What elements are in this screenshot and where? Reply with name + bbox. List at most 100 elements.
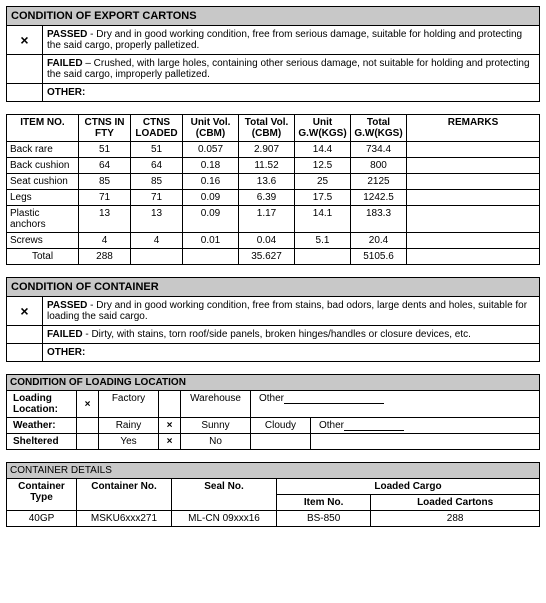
cell [407,158,540,174]
cell: 71 [131,190,183,206]
cell: 0.09 [183,206,239,233]
warehouse-mark [159,391,181,418]
cell: 0.01 [183,233,239,249]
weather-other: Other [311,418,540,434]
container-cond-section: CONDITION OF CONTAINER × PASSED - Dry an… [6,277,540,362]
loading-other: Other [251,391,540,418]
container-failed-text: FAILED - Dirty, with stains, torn roof/s… [43,326,540,344]
factory-label: Factory [99,391,159,418]
loading-location-header: CONDITION OF LOADING LOCATION [7,375,540,391]
cell: 14.4 [295,142,351,158]
cell: 4 [79,233,131,249]
col-ctnsfty: CTNS IN FTY [79,115,131,142]
container-passed-mark: × [7,297,43,326]
dh-loadedcargo: Loaded Cargo [277,479,540,495]
items-header-row: ITEM NO. CTNS IN FTY CTNS LOADED Unit Vo… [7,115,540,142]
total-cf: 288 [79,249,131,265]
cell: 0.09 [183,190,239,206]
container-details-section: CONTAINER DETAILS Container Type Contain… [6,462,540,527]
items-total-row: Total 288 35.627 5105.6 [7,249,540,265]
container-cond-header: CONDITION OF CONTAINER [7,278,540,297]
yes-label: Yes [99,434,159,450]
no-mark: × [159,434,181,450]
col-ctnsloaded: CTNS LOADED [131,115,183,142]
cell [407,233,540,249]
cell: 25 [295,174,351,190]
dh-itemno: Item No. [277,495,371,511]
dh-cno: Container No. [77,479,172,511]
export-failed-rest: – Crushed, with large holes, containing … [47,58,530,80]
rainy-mark [77,418,99,434]
dv-cart: 288 [371,511,540,527]
factory-mark: × [77,391,99,418]
export-passed-text: PASSED - Dry and in good working conditi… [43,26,540,55]
col-unitgw: Unit G.W(KGS) [295,115,351,142]
cell: 85 [79,174,131,190]
cell: 51 [131,142,183,158]
export-cartons-header: CONDITION OF EXPORT CARTONS [7,7,540,26]
cell: 51 [79,142,131,158]
cell: 0.16 [183,174,239,190]
cell: 64 [79,158,131,174]
cell: Back cushion [7,158,79,174]
cell [407,142,540,158]
no-label: No [181,434,251,450]
container-details-header: CONTAINER DETAILS [7,463,540,479]
cell: Legs [7,190,79,206]
container-passed-text: PASSED - Dry and in good working conditi… [43,297,540,326]
table-row: Back cushion64640.1811.5212.5800 [7,158,540,174]
dv-seal: ML-CN 09xxx16 [172,511,277,527]
rainy-label: Rainy [99,418,159,434]
cell: 800 [351,158,407,174]
total-tg: 5105.6 [351,249,407,265]
details-row: 40GP MSKU6xxx271 ML-CN 09xxx16 BS-850 28… [7,511,540,527]
table-row: Back rare51510.0572.90714.4734.4 [7,142,540,158]
export-passed-mark: × [7,26,43,55]
cell: 13 [131,206,183,233]
sheltered-row: Sheltered Yes × No [7,434,540,450]
export-failed-mark [7,55,43,84]
cell: 183.3 [351,206,407,233]
export-failed-text: FAILED – Crushed, with large holes, cont… [43,55,540,84]
col-totalgw: Total G.W(KGS) [351,115,407,142]
cell: 0.057 [183,142,239,158]
cell: 1.17 [239,206,295,233]
cell: 17.5 [295,190,351,206]
sunny-mark: × [159,418,181,434]
sheltered-label: Sheltered [7,434,77,450]
table-row: Legs71710.096.3917.51242.5 [7,190,540,206]
export-other-text: OTHER: [43,84,540,102]
table-row: Seat cushion85850.1613.6252125 [7,174,540,190]
cell: 6.39 [239,190,295,206]
table-row: Screws440.010.045.120.4 [7,233,540,249]
cell: 12.5 [295,158,351,174]
col-remarks: REMARKS [407,115,540,142]
dh-type: Container Type [7,479,77,511]
cell: 13.6 [239,174,295,190]
cell [407,174,540,190]
cell: 64 [131,158,183,174]
cell [407,190,540,206]
yes-mark [77,434,99,450]
loading-row: Loading Location: × Factory Warehouse Ot… [7,391,540,418]
cell: 0.04 [239,233,295,249]
dv-item: BS-850 [277,511,371,527]
cell: Plastic anchors [7,206,79,233]
cell: 85 [131,174,183,190]
cloudy-label: Cloudy [251,418,311,434]
cell: 11.52 [239,158,295,174]
col-totalvol: Total Vol.(CBM) [239,115,295,142]
dv-cno: MSKU6xxx271 [77,511,172,527]
table-row: Plastic anchors13130.091.1714.1183.3 [7,206,540,233]
dv-type: 40GP [7,511,77,527]
col-unitvol: Unit Vol.(CBM) [183,115,239,142]
items-section: ITEM NO. CTNS IN FTY CTNS LOADED Unit Vo… [6,114,540,265]
weather-row: Weather: Rainy × Sunny Cloudy Other [7,418,540,434]
cell: Seat cushion [7,174,79,190]
cell [407,206,540,233]
cell: 14.1 [295,206,351,233]
export-passed-rest: - Dry and in good working condition, fre… [47,29,522,51]
cell: 734.4 [351,142,407,158]
cell: 2.907 [239,142,295,158]
cell: 0.18 [183,158,239,174]
